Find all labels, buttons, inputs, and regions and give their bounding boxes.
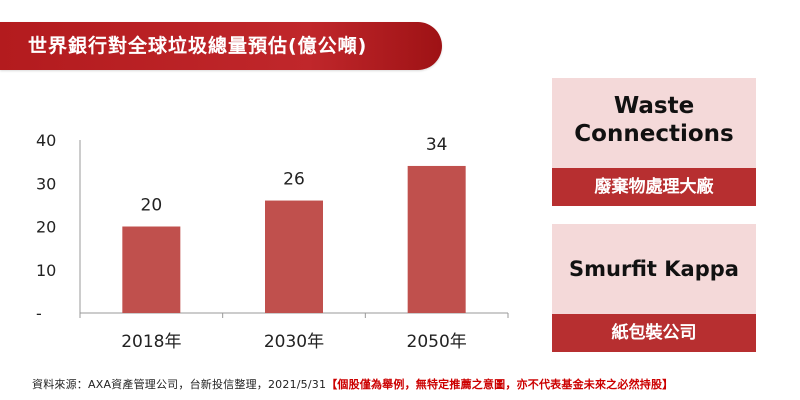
company-card-smurfit-kappa: Smurfit Kappa 紙包裝公司 xyxy=(552,224,756,352)
y-axis-labels: 40 30 20 10 - xyxy=(36,131,56,323)
x-tick-label: 2050年 xyxy=(407,332,467,352)
disclaimer: 【個股僅為舉例，無特定推薦之意圖，亦不代表基金未來之必然持股】 xyxy=(326,378,674,391)
data-label: 34 xyxy=(426,135,448,155)
company-name: Smurfit Kappa xyxy=(569,257,739,281)
y-tick-label: 20 xyxy=(36,218,56,237)
y-tick-label: 30 xyxy=(36,174,56,193)
bar-0 xyxy=(122,226,181,313)
x-tick-label: 2018年 xyxy=(121,332,181,352)
bar-chart: 40 30 20 10 - 20 26 34 2018年 2030年 2050年 xyxy=(36,131,509,352)
source-note: 資料來源：AXA資產管理公司，台新投信整理，2021/5/31 xyxy=(32,378,327,391)
company-name: Waste Connections xyxy=(552,92,756,148)
company-description: 廢棄物處理大廠 xyxy=(552,168,756,206)
page-title: 世界銀行對全球垃圾總量預估(億公噸) xyxy=(28,35,368,57)
y-tick-label: - xyxy=(36,304,42,323)
title-banner: 世界銀行對全球垃圾總量預估(億公噸) xyxy=(0,22,442,70)
x-tick-label: 2030年 xyxy=(264,332,324,352)
company-name-line2: Connections xyxy=(574,121,734,147)
bars: 20 26 34 xyxy=(122,135,466,313)
data-label: 26 xyxy=(283,170,305,190)
bar-1 xyxy=(265,200,323,313)
footer-note: 資料來源：AXA資產管理公司，台新投信整理，2021/5/31【個股僅為舉例，無… xyxy=(32,376,673,392)
bar-2 xyxy=(407,165,466,313)
company-description: 紙包裝公司 xyxy=(552,314,756,352)
y-tick-label: 40 xyxy=(36,131,56,150)
company-name-line1: Waste xyxy=(613,93,695,119)
company-card-waste-connections: Waste Connections 廢棄物處理大廠 xyxy=(552,78,756,206)
y-tick-label: 10 xyxy=(36,261,56,280)
data-label: 20 xyxy=(141,196,163,216)
x-axis-labels: 2018年 2030年 2050年 xyxy=(121,332,467,352)
